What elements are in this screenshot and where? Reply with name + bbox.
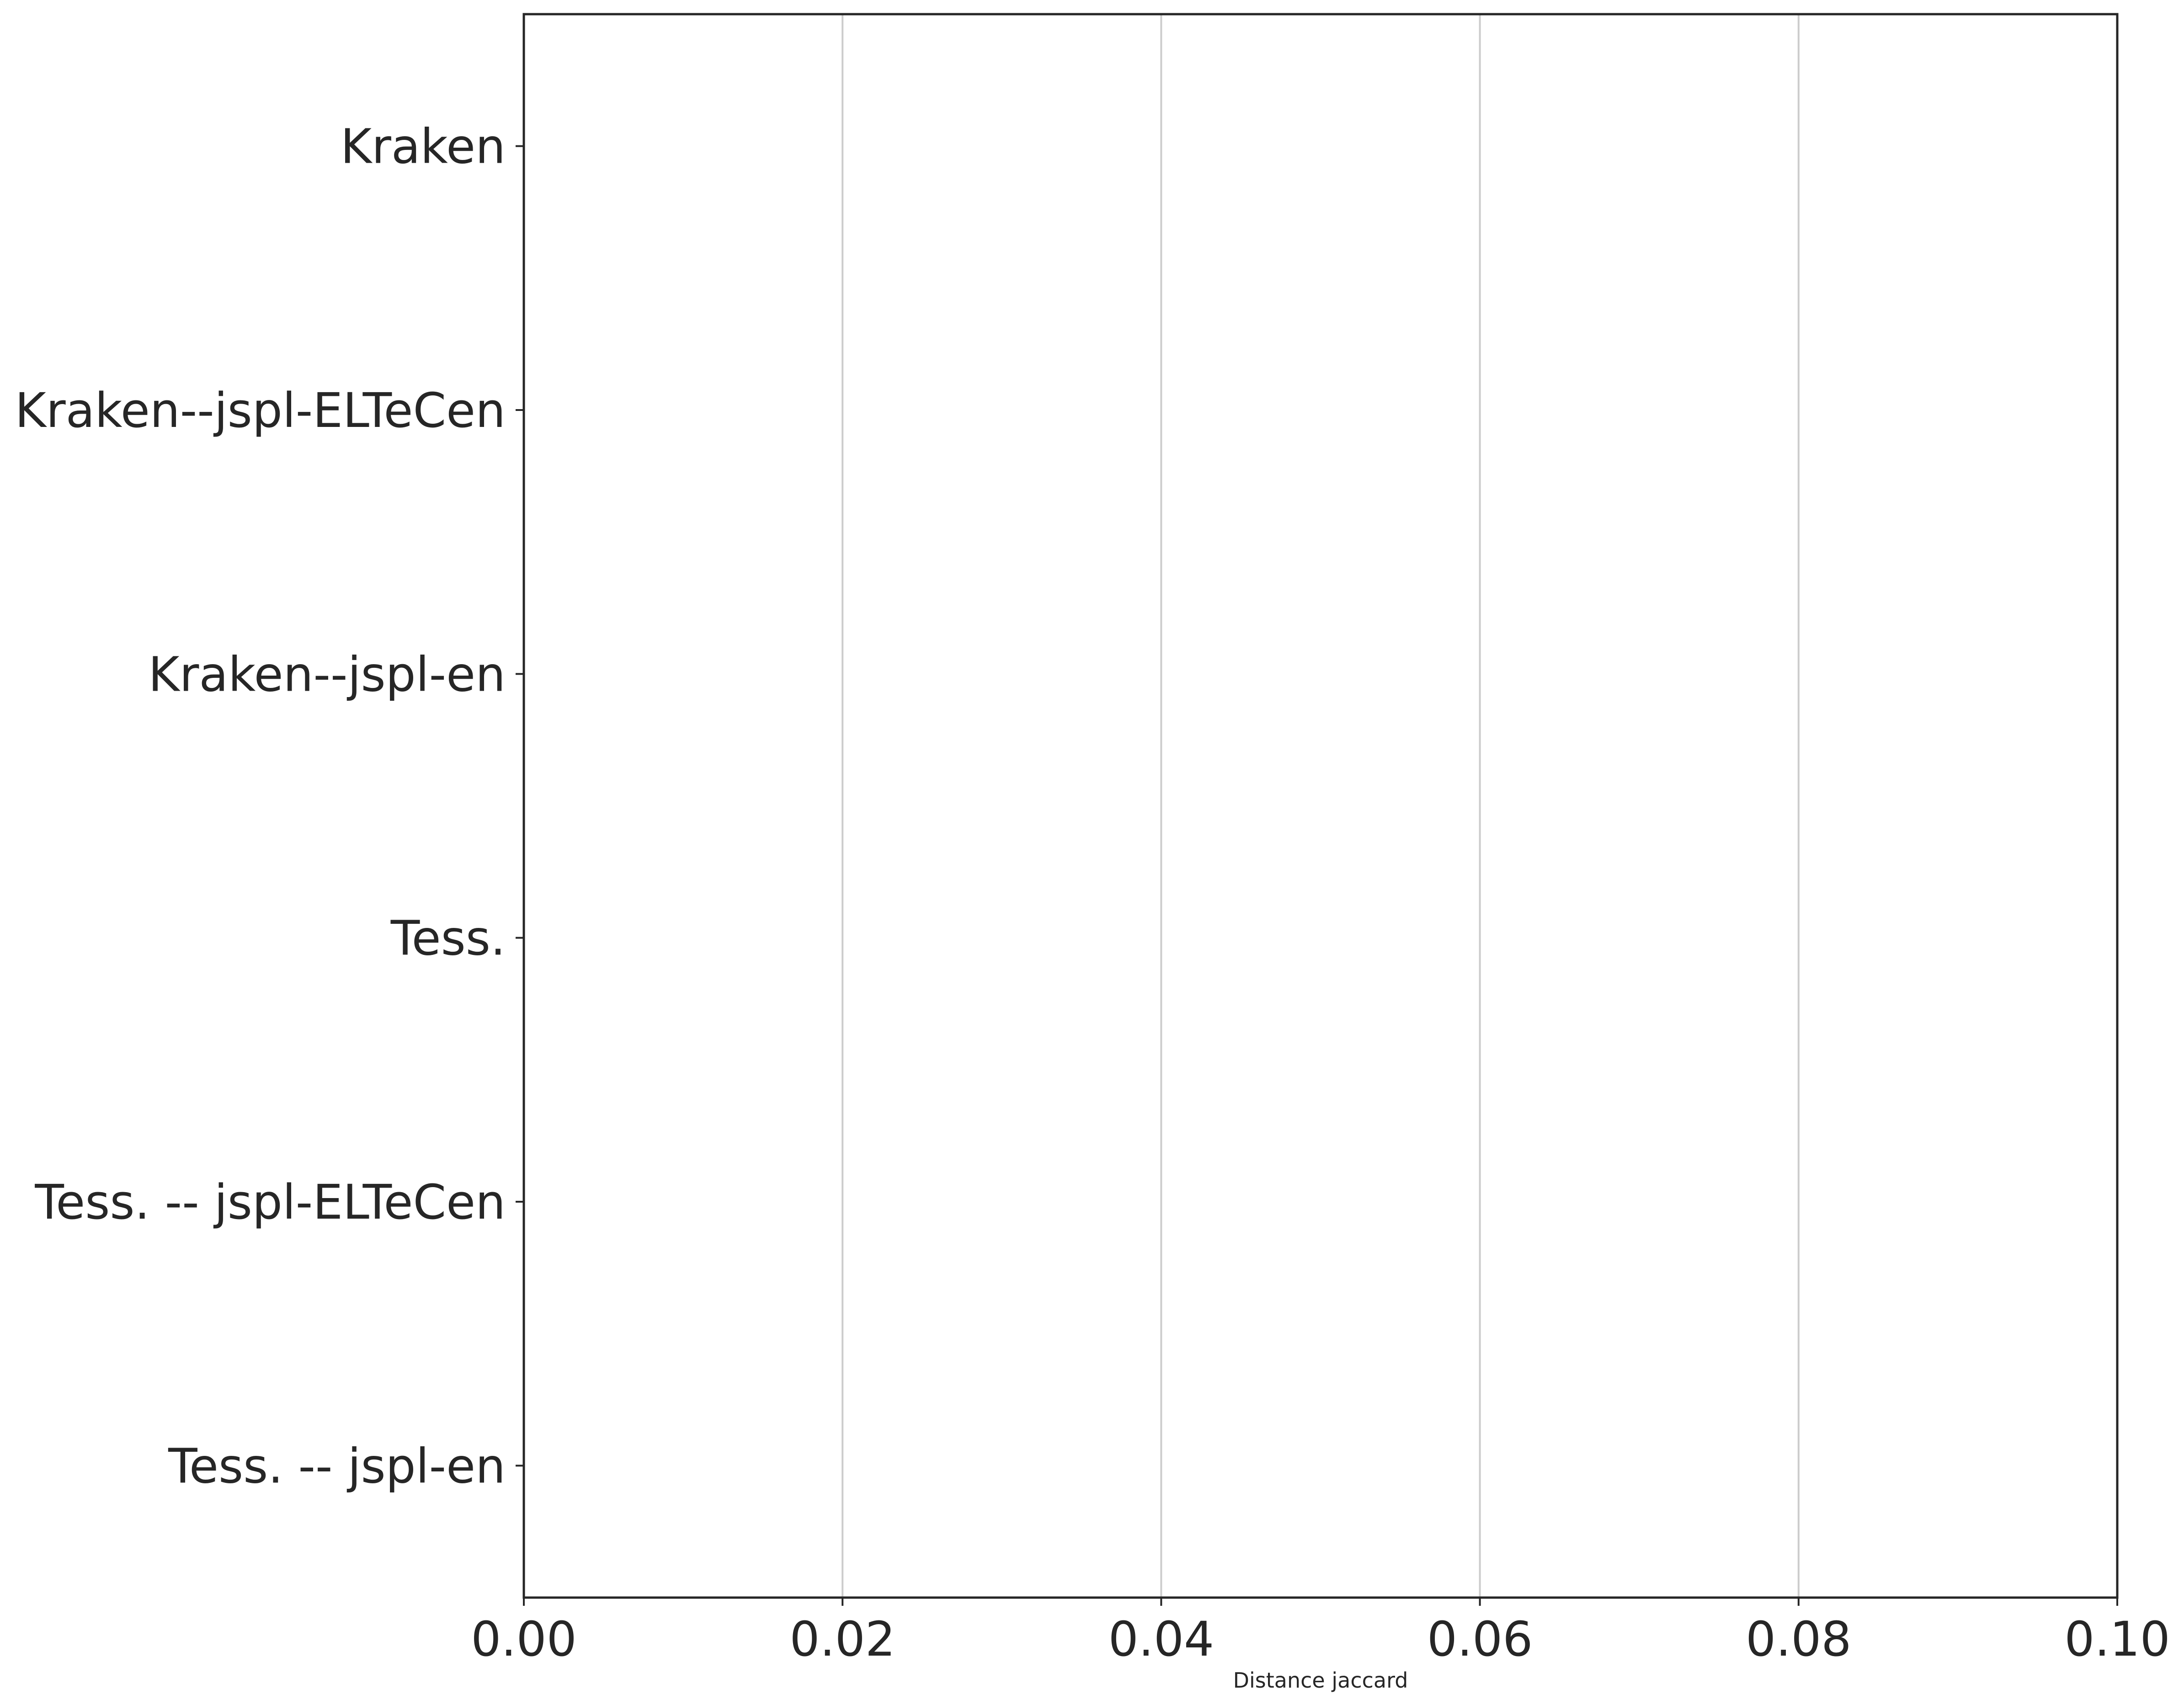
x-tick-label: 0.06 [1427,1611,1533,1667]
x-tick-label: 0.04 [1108,1611,1215,1667]
x-axis-label: Distance jaccard [1233,1668,1408,1693]
x-tick-label: 0.10 [2064,1611,2170,1667]
y-tick-label: Kraken [341,119,506,175]
plot-frame [522,13,2119,1599]
x-tick-label: 0.00 [471,1611,577,1667]
x-tick-label: 0.08 [1746,1611,1852,1667]
x-axis-ticks: 0.00 0.02 0.04 0.06 0.08 0.10 [471,1598,2170,1667]
y-axis-ticks: Kraken Kraken--jspl-ELTeCen Kraken--jspl-e… [15,119,524,1494]
grid-lines [842,14,1800,1598]
y-tick-label: Kraken--jspl-ELTeCen [15,383,506,438]
y-tick-label: Tess. [390,911,506,966]
y-tick-label: Kraken--jspl-en [148,646,506,702]
x-tick-label: 0.02 [789,1611,895,1667]
y-tick-label: Tess. -- jspl-ELTeCen [34,1174,506,1230]
y-tick-label: Tess. -- jspl-en [168,1438,506,1494]
